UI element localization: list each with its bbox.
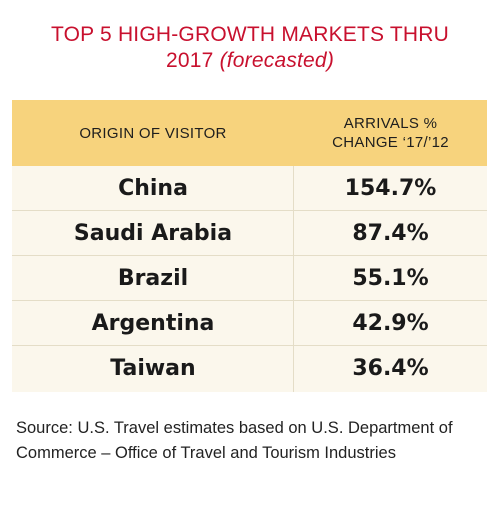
table-row: Saudi Arabia 87.4%	[12, 211, 487, 256]
table-row: Taiwan 36.4%	[12, 346, 487, 391]
origin-cell: Argentina	[91, 311, 215, 336]
markets-table: ORIGIN OF VISITOR ARRIVALS % CHANGE ‘17/…	[12, 100, 487, 392]
origin-cell: Brazil	[117, 266, 189, 291]
row-divider	[12, 300, 487, 301]
row-divider	[12, 345, 487, 346]
header-origin-of-visitor: ORIGIN OF VISITOR	[79, 124, 227, 142]
origin-cell: Taiwan	[110, 356, 196, 381]
title-note: (forecasted)	[219, 49, 335, 72]
header-arrivals-line-2: CHANGE ‘17/’12	[332, 134, 449, 151]
change-cell: 55.1%	[352, 266, 429, 291]
change-cell: 154.7%	[344, 176, 437, 201]
table-row: Argentina 42.9%	[12, 301, 487, 346]
chart-title: TOP 5 HIGH-GROWTH MARKETS THRU 2017 (for…	[0, 22, 500, 74]
row-divider	[12, 210, 487, 211]
table-row: Brazil 55.1%	[12, 256, 487, 301]
title-line-2: 2017 (forecasted)	[0, 48, 500, 74]
column-divider	[293, 166, 294, 392]
origin-cell: China	[118, 176, 188, 201]
table-header-row: ORIGIN OF VISITOR ARRIVALS % CHANGE ‘17/…	[12, 100, 487, 166]
title-line-1: TOP 5 HIGH-GROWTH MARKETS THRU	[50, 23, 450, 46]
source-note: Source: U.S. Travel estimates based on U…	[16, 419, 453, 462]
header-arrivals-change: ARRIVALS % CHANGE ‘17/’12	[294, 100, 487, 166]
row-divider	[12, 255, 487, 256]
change-cell: 36.4%	[352, 356, 429, 381]
table-row: China 154.7%	[12, 166, 487, 211]
origin-cell: Saudi Arabia	[73, 221, 233, 246]
title-year: 2017	[165, 49, 214, 72]
change-cell: 87.4%	[352, 221, 429, 246]
change-cell: 42.9%	[352, 311, 429, 336]
header-arrivals-line-1: ARRIVALS %	[343, 115, 438, 132]
